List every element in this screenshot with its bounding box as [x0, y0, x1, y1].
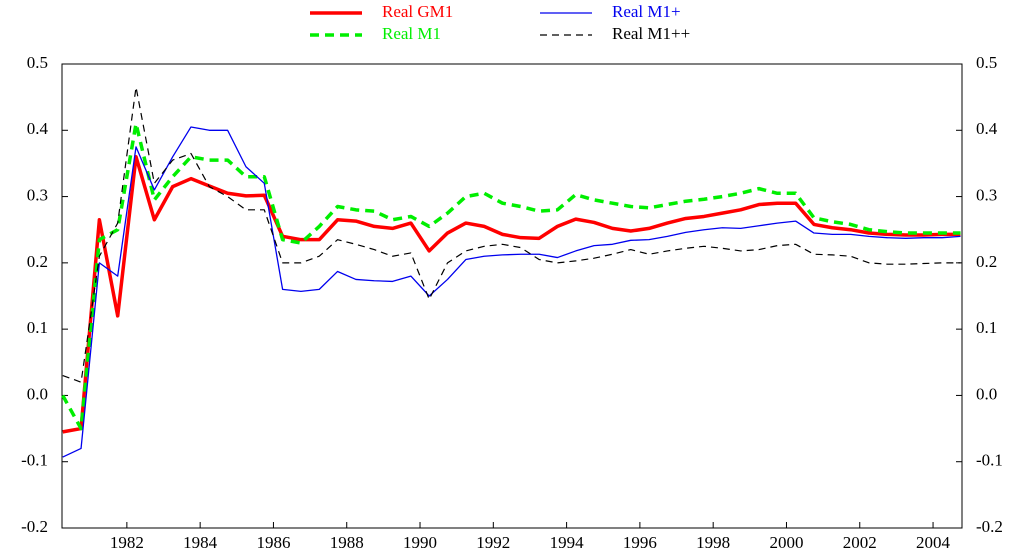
- x-tick-label: 1992: [476, 533, 510, 552]
- y2-tick-label: 0.0: [976, 384, 997, 403]
- x-tick-label: 2002: [843, 533, 877, 552]
- y-tick-label: 0.2: [27, 252, 48, 271]
- series-line: [62, 155, 961, 434]
- legend-label: Real M1++: [612, 24, 690, 43]
- x-tick-label: 1986: [256, 533, 290, 552]
- x-tick-label: 2000: [769, 533, 803, 552]
- legend-label: Real GM1: [382, 2, 453, 21]
- y-tick-label: 0.0: [27, 384, 48, 403]
- y-tick-label: 0.1: [27, 318, 48, 337]
- y-tick-label: 0.4: [27, 119, 49, 138]
- legend-label: Real M1+: [612, 2, 681, 21]
- y2-tick-label: 0.3: [976, 185, 997, 204]
- x-tick-label: 2004: [916, 533, 951, 552]
- x-tick-label: 1998: [696, 533, 730, 552]
- y2-tick-label: -0.1: [976, 451, 1003, 470]
- y-tick-label: 0.3: [27, 185, 48, 204]
- x-tick-label: 1982: [110, 533, 144, 552]
- x-tick-label: 1990: [403, 533, 437, 552]
- series-line: [62, 86, 961, 383]
- series-line: [61, 121, 961, 431]
- y2-tick-label: -0.2: [976, 517, 1003, 536]
- y2-tick-label: 0.2: [976, 252, 997, 271]
- x-tick-label: 1988: [330, 533, 364, 552]
- x-tick-label: 1996: [623, 533, 657, 552]
- plot-frame: [61, 63, 963, 529]
- y-tick-label: -0.1: [21, 451, 48, 470]
- y2-tick-label: 0.4: [976, 119, 998, 138]
- series-line: [62, 126, 961, 458]
- x-tick-label: 1994: [550, 533, 585, 552]
- y-tick-label: -0.2: [21, 517, 48, 536]
- y-tick-label: 0.5: [27, 53, 48, 72]
- legend-label: Real M1: [382, 24, 441, 43]
- y2-tick-label: 0.5: [976, 53, 997, 72]
- y2-tick-label: 0.1: [976, 318, 997, 337]
- x-tick-label: 1984: [183, 533, 218, 552]
